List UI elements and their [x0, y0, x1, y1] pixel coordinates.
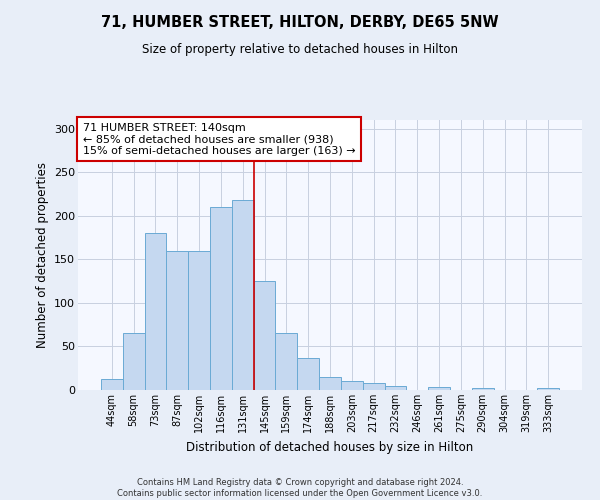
Bar	[428, 388, 450, 390]
Bar	[472, 388, 494, 390]
Bar	[101, 378, 123, 390]
Bar	[254, 281, 275, 390]
Bar	[537, 388, 559, 390]
Bar	[210, 207, 232, 390]
Bar	[363, 383, 385, 390]
Bar	[232, 200, 254, 390]
Bar	[188, 250, 210, 390]
Bar	[319, 377, 341, 390]
Bar	[275, 334, 297, 390]
Y-axis label: Number of detached properties: Number of detached properties	[35, 162, 49, 348]
Bar	[166, 250, 188, 390]
Text: 71, HUMBER STREET, HILTON, DERBY, DE65 5NW: 71, HUMBER STREET, HILTON, DERBY, DE65 5…	[101, 15, 499, 30]
Text: Contains HM Land Registry data © Crown copyright and database right 2024.
Contai: Contains HM Land Registry data © Crown c…	[118, 478, 482, 498]
X-axis label: Distribution of detached houses by size in Hilton: Distribution of detached houses by size …	[187, 440, 473, 454]
Bar	[385, 386, 406, 390]
Text: Size of property relative to detached houses in Hilton: Size of property relative to detached ho…	[142, 42, 458, 56]
Bar	[123, 332, 145, 390]
Bar	[297, 358, 319, 390]
Text: 71 HUMBER STREET: 140sqm
← 85% of detached houses are smaller (938)
15% of semi-: 71 HUMBER STREET: 140sqm ← 85% of detach…	[83, 122, 356, 156]
Bar	[341, 382, 363, 390]
Bar	[145, 233, 166, 390]
